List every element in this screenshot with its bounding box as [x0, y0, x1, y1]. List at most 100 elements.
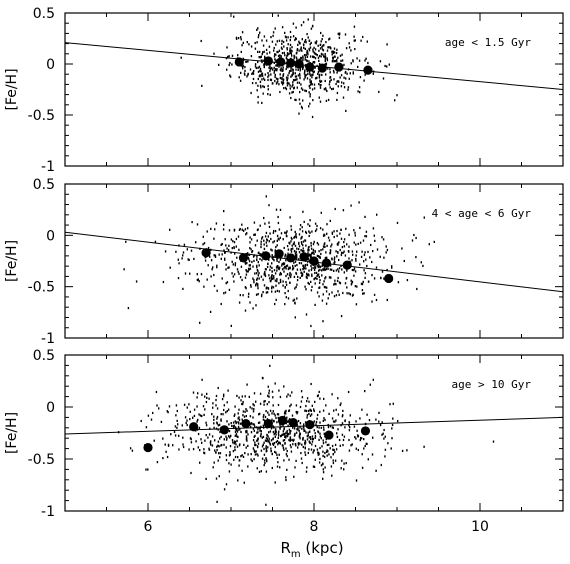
- star-point: [304, 439, 306, 442]
- star-point: [361, 466, 364, 469]
- star-point: [182, 445, 185, 449]
- star-point: [199, 461, 201, 464]
- star-point: [267, 235, 269, 238]
- star-point: [269, 70, 271, 73]
- star-point: [213, 422, 215, 425]
- star-point: [324, 418, 326, 422]
- star-point: [183, 243, 186, 246]
- star-point: [322, 442, 325, 445]
- star-point: [258, 264, 260, 267]
- star-point: [276, 421, 278, 424]
- star-point: [265, 410, 267, 413]
- star-point: [250, 453, 252, 456]
- star-point: [371, 300, 373, 303]
- star-point: [313, 268, 316, 271]
- star-point: [289, 43, 292, 46]
- star-point: [241, 278, 243, 282]
- star-point: [344, 282, 347, 285]
- star-point: [316, 254, 319, 257]
- star-point: [322, 419, 324, 422]
- y-tick-label: -1: [41, 504, 55, 520]
- star-point: [237, 421, 240, 424]
- star-point: [270, 73, 272, 76]
- star-point: [336, 48, 338, 51]
- star-point: [254, 63, 257, 66]
- star-point: [311, 404, 313, 407]
- star-point: [287, 289, 289, 293]
- star-point: [279, 466, 281, 469]
- star-point: [353, 269, 355, 272]
- star-point: [310, 413, 313, 416]
- star-point: [269, 51, 271, 54]
- star-point: [207, 436, 209, 439]
- star-point: [326, 223, 328, 226]
- star-point: [318, 438, 320, 441]
- star-point: [306, 263, 309, 266]
- star-point: [325, 251, 327, 254]
- star-point: [292, 443, 294, 446]
- star-point: [262, 85, 264, 88]
- star-point: [265, 446, 267, 449]
- star-point: [307, 72, 309, 76]
- star-point: [290, 49, 292, 52]
- star-point: [260, 253, 262, 256]
- star-point: [287, 248, 290, 251]
- star-point: [333, 283, 335, 286]
- star-point: [186, 419, 188, 422]
- star-point: [257, 70, 260, 73]
- star-point: [367, 250, 369, 253]
- star-point: [282, 238, 284, 241]
- star-point: [218, 253, 220, 256]
- star-point: [249, 241, 251, 244]
- star-point: [235, 237, 238, 241]
- star-point: [366, 264, 368, 268]
- star-point: [293, 298, 296, 301]
- star-point: [309, 408, 311, 411]
- star-point: [210, 259, 213, 262]
- star-point: [287, 54, 289, 57]
- star-point: [285, 412, 287, 415]
- star-point: [212, 406, 214, 409]
- star-point: [355, 479, 358, 482]
- star-point: [265, 503, 267, 506]
- y-tick-label: -0.5: [28, 452, 55, 468]
- star-point: [246, 75, 248, 78]
- star-point: [289, 275, 292, 279]
- star-point: [283, 270, 285, 273]
- y-axis-label: [Fe/H]: [4, 68, 20, 110]
- star-point: [245, 287, 247, 290]
- star-point: [334, 207, 336, 211]
- star-point: [295, 26, 297, 29]
- star-point: [289, 439, 291, 442]
- star-point: [245, 60, 247, 63]
- star-point: [275, 441, 277, 444]
- star-point: [260, 70, 262, 73]
- star-point: [295, 253, 298, 256]
- star-point: [249, 267, 252, 270]
- star-point: [183, 403, 186, 406]
- star-point: [225, 268, 227, 271]
- star-point: [196, 278, 199, 282]
- star-point: [263, 239, 265, 242]
- star-point: [348, 449, 351, 452]
- star-point: [275, 208, 278, 211]
- star-point: [386, 268, 388, 272]
- star-point: [345, 47, 348, 50]
- star-point: [247, 295, 250, 298]
- star-point: [342, 251, 344, 254]
- star-point: [380, 463, 382, 467]
- star-point: [292, 83, 294, 86]
- star-point: [276, 465, 279, 468]
- star-point: [266, 239, 269, 242]
- star-point: [267, 262, 269, 265]
- star-point: [255, 272, 258, 275]
- star-point: [286, 47, 288, 50]
- star-point: [378, 411, 380, 414]
- star-point: [356, 285, 358, 288]
- star-point: [297, 443, 300, 446]
- star-point: [355, 243, 357, 246]
- star-point: [413, 233, 415, 237]
- star-point: [302, 445, 304, 449]
- star-point: [204, 439, 206, 442]
- star-point: [322, 34, 324, 37]
